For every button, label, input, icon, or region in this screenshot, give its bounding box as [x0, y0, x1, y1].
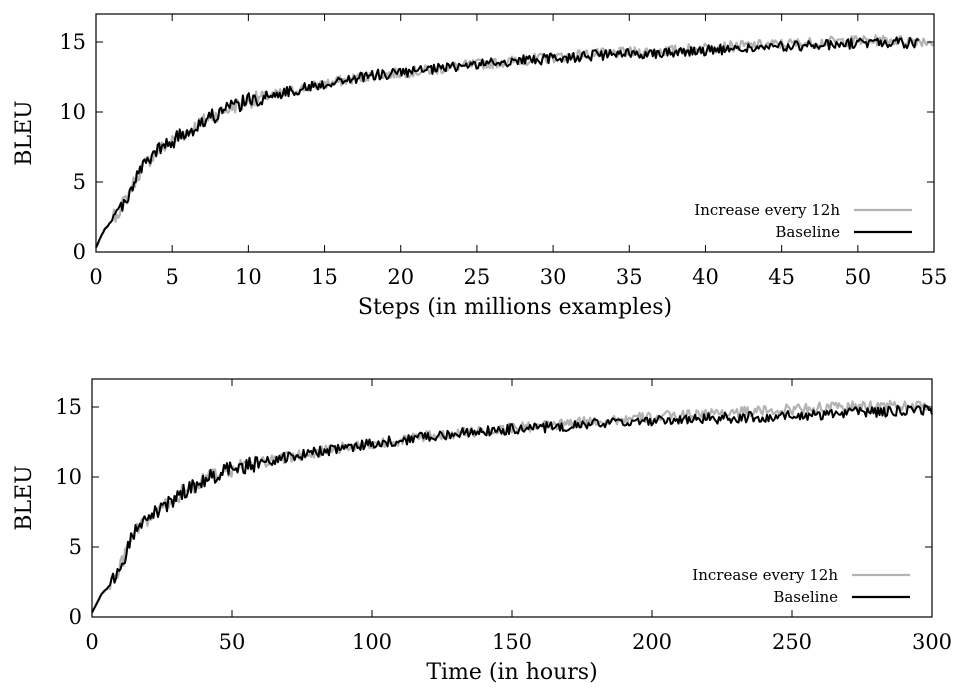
- series-line-baseline: [91, 404, 933, 613]
- x-tick-label: 0: [89, 265, 102, 289]
- x-tick-label: 40: [692, 265, 719, 289]
- y-tick-label: 10: [55, 465, 82, 489]
- x-tick-label: 0: [85, 630, 98, 654]
- y-tick-label: 15: [59, 30, 86, 54]
- y-axis-title: BLEU: [12, 465, 37, 530]
- x-tick-label: 250: [772, 630, 812, 654]
- x-tick-label: 15: [311, 265, 338, 289]
- series-line-increase-every-12h: [91, 399, 933, 614]
- y-tick-label: 10: [59, 100, 86, 124]
- x-tick-label: 5: [165, 265, 178, 289]
- series-line-baseline: [95, 36, 920, 248]
- y-tick-label: 5: [69, 535, 82, 559]
- x-tick-label: 150: [492, 630, 532, 654]
- legend-label-baseline: Baseline: [775, 223, 840, 241]
- x-tick-label: 25: [464, 265, 491, 289]
- x-tick-label: 55: [921, 265, 948, 289]
- x-axis-title: Time (in hours): [426, 660, 597, 685]
- y-axis-title: BLEU: [12, 100, 37, 165]
- y-tick-label: 0: [69, 605, 82, 629]
- x-tick-label: 50: [844, 265, 871, 289]
- chart-panel-1: 0 5 10 15 20 25 30 35 40 45 50 55 0 5 10 15 Steps (in mi…: [12, 13, 948, 320]
- x-tick-label: 100: [352, 630, 392, 654]
- x-axis-title: Steps (in millions examples): [358, 295, 672, 320]
- y-tick-label: 5: [73, 170, 86, 194]
- plot-frame: [95, 13, 935, 253]
- x-tick-label: 30: [540, 265, 567, 289]
- x-tick-label: 10: [235, 265, 262, 289]
- x-tick-label: 200: [632, 630, 672, 654]
- legend-label-increase-every-12h: Increase every 12h: [694, 201, 840, 219]
- x-tick-label: 45: [768, 265, 795, 289]
- legend-label-increase-every-12h: Increase every 12h: [692, 566, 838, 584]
- x-tick-label: 20: [387, 265, 414, 289]
- legend-label-baseline: Baseline: [773, 588, 838, 606]
- chart-panel-2: 0 50 100 150 200 250 300 0 5 10 15 Time (in hours) B…: [12, 378, 952, 685]
- x-tick-label: 50: [219, 630, 246, 654]
- y-tick-label: 0: [73, 240, 86, 264]
- series-line-increase-every-12h: [95, 34, 935, 249]
- y-tick-label: 15: [55, 395, 82, 419]
- x-tick-label: 300: [912, 630, 952, 654]
- x-tick-label: 35: [616, 265, 643, 289]
